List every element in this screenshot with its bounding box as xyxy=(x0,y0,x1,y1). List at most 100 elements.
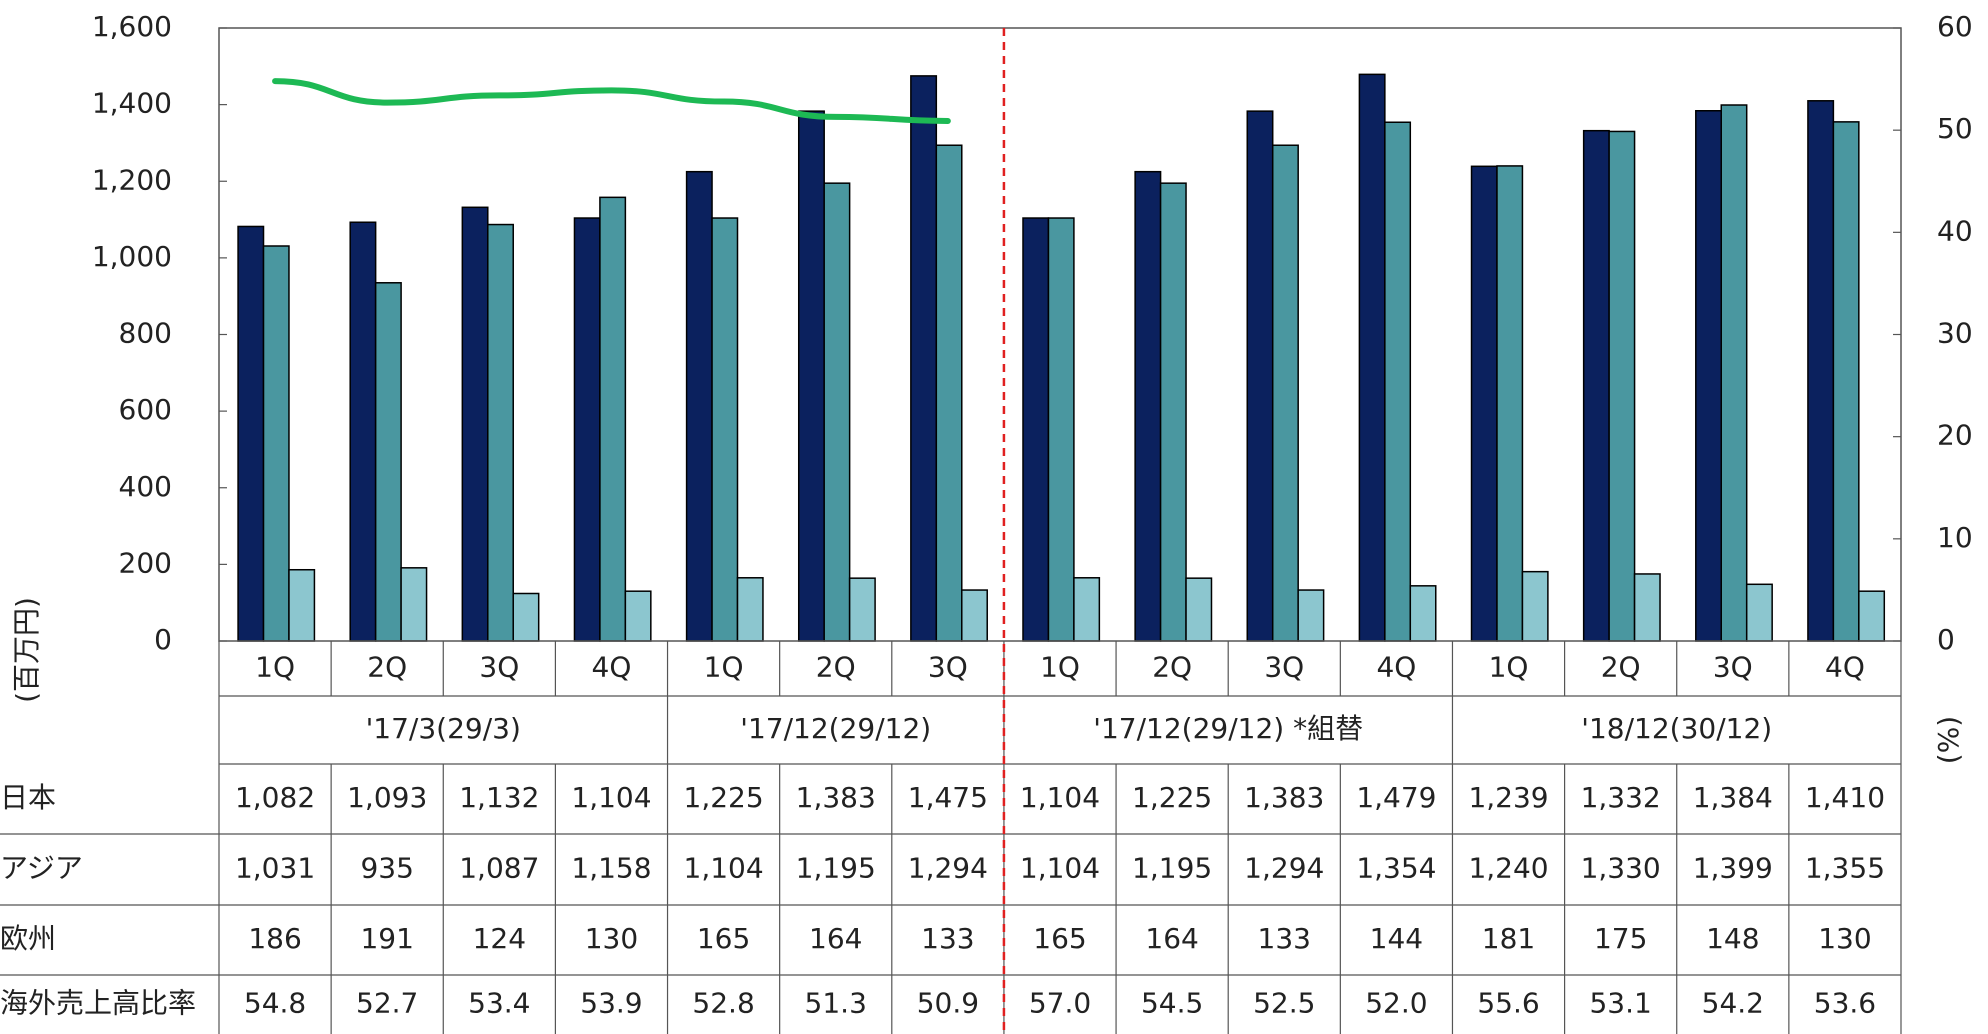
bar xyxy=(1695,110,1723,642)
x-tick-label: 2Q xyxy=(1601,651,1641,684)
table-value: 191 xyxy=(360,922,413,955)
table-value: 1,031 xyxy=(235,852,315,885)
x-tick-label: 4Q xyxy=(592,651,632,684)
table-value: 54.8 xyxy=(244,987,306,1020)
table-value: 164 xyxy=(1145,922,1198,955)
table-value: 181 xyxy=(1482,922,1535,955)
table-value: 1,479 xyxy=(1356,781,1436,814)
table-value: 1,399 xyxy=(1693,852,1773,885)
bar xyxy=(487,223,514,642)
table-value: 1,225 xyxy=(1132,781,1212,814)
y-tick-label: 600 xyxy=(119,393,172,426)
table-value: 1,239 xyxy=(1468,781,1548,814)
table-value: 1,355 xyxy=(1805,852,1885,885)
table-value: 1,383 xyxy=(796,781,876,814)
x-tick-label: 3Q xyxy=(928,651,968,684)
row-label: 海外売上高比率 xyxy=(0,987,196,1020)
table-value: 1,332 xyxy=(1581,781,1661,814)
table-value: 935 xyxy=(360,852,413,885)
bar xyxy=(573,217,601,642)
bar xyxy=(1185,577,1213,642)
table-value: 1,195 xyxy=(1132,852,1212,885)
table-value: 164 xyxy=(809,922,862,955)
table-value: 51.3 xyxy=(805,987,867,1020)
y2-tick-label: 10 xyxy=(1937,521,1973,554)
table-value: 57.0 xyxy=(1029,987,1091,1020)
x-tick-label: 1Q xyxy=(1489,651,1529,684)
table-value: 175 xyxy=(1594,922,1647,955)
x-tick-label: 3Q xyxy=(1713,651,1753,684)
y-tick-label: 1,200 xyxy=(92,163,172,196)
bar xyxy=(512,592,540,642)
table-value: 1,087 xyxy=(459,852,539,885)
bar xyxy=(1745,583,1773,642)
table-value: 186 xyxy=(248,922,301,955)
bar xyxy=(1807,100,1835,642)
bar xyxy=(1832,121,1860,642)
bar xyxy=(1159,182,1187,642)
bar xyxy=(461,206,489,642)
table-value: 1,240 xyxy=(1468,852,1548,885)
bar xyxy=(400,567,428,642)
group-label: '17/12(29/12) *組替 xyxy=(1093,712,1363,745)
group-label: '17/3(29/3) xyxy=(366,712,521,745)
bar xyxy=(1297,589,1325,642)
table-value: 53.4 xyxy=(468,987,530,1020)
bar xyxy=(711,217,739,642)
row-label: アジア xyxy=(0,852,83,885)
table-value: 130 xyxy=(1818,922,1871,955)
table-value: 1,093 xyxy=(347,781,427,814)
table-value: 144 xyxy=(1370,922,1423,955)
row-label: 欧州 xyxy=(0,922,56,955)
table-value: 54.2 xyxy=(1702,987,1764,1020)
y-tick-label: 800 xyxy=(119,317,172,350)
bar xyxy=(1134,170,1162,642)
bar xyxy=(1246,110,1274,642)
bar xyxy=(797,110,825,642)
table-value: 124 xyxy=(473,922,526,955)
table-value: 53.6 xyxy=(1814,987,1876,1020)
bar xyxy=(1720,104,1748,642)
bar xyxy=(1271,144,1299,642)
bar xyxy=(237,225,265,642)
x-tick-label: 3Q xyxy=(1264,651,1304,684)
table-value: 50.9 xyxy=(917,987,979,1020)
y-tick-label: 1,400 xyxy=(92,87,172,120)
y-tick-label: 200 xyxy=(119,546,172,579)
bar xyxy=(1409,585,1437,642)
x-tick-label: 1Q xyxy=(1040,651,1080,684)
table-value: 1,294 xyxy=(908,852,988,885)
bar xyxy=(1633,573,1661,642)
table-value: 1,195 xyxy=(796,852,876,885)
table-value: 1,410 xyxy=(1805,781,1885,814)
table-value: 1,383 xyxy=(1244,781,1324,814)
row-label: 日本 xyxy=(0,781,56,814)
table-value: 53.9 xyxy=(580,987,642,1020)
bar xyxy=(349,221,377,642)
table-value: 1,104 xyxy=(571,781,651,814)
group-label: '18/12(30/12) xyxy=(1581,712,1772,745)
y2-tick-label: 30 xyxy=(1937,317,1973,350)
bar xyxy=(848,577,876,642)
bar xyxy=(910,75,938,642)
y2-axis-label: (%) xyxy=(1932,716,1965,764)
bar xyxy=(1384,121,1412,642)
y2-tick-label: 50 xyxy=(1937,112,1973,145)
table-value: 1,475 xyxy=(908,781,988,814)
y-tick-label: 400 xyxy=(119,470,172,503)
bar xyxy=(624,590,652,642)
group-label: '17/12(29/12) xyxy=(740,712,931,745)
table-value: 1,104 xyxy=(1020,852,1100,885)
table-value: 1,158 xyxy=(571,852,651,885)
y2-tick-label: 60 xyxy=(1937,10,1973,43)
bar xyxy=(736,577,764,642)
table-value: 1,225 xyxy=(684,781,764,814)
x-tick-label: 1Q xyxy=(255,651,295,684)
bar xyxy=(288,568,316,642)
x-tick-label: 4Q xyxy=(1376,651,1416,684)
y-tick-label: 1,000 xyxy=(92,240,172,273)
y2-tick-label: 40 xyxy=(1937,214,1973,247)
bar xyxy=(599,196,627,642)
table-value: 54.5 xyxy=(1141,987,1203,1020)
bar xyxy=(1073,577,1101,642)
